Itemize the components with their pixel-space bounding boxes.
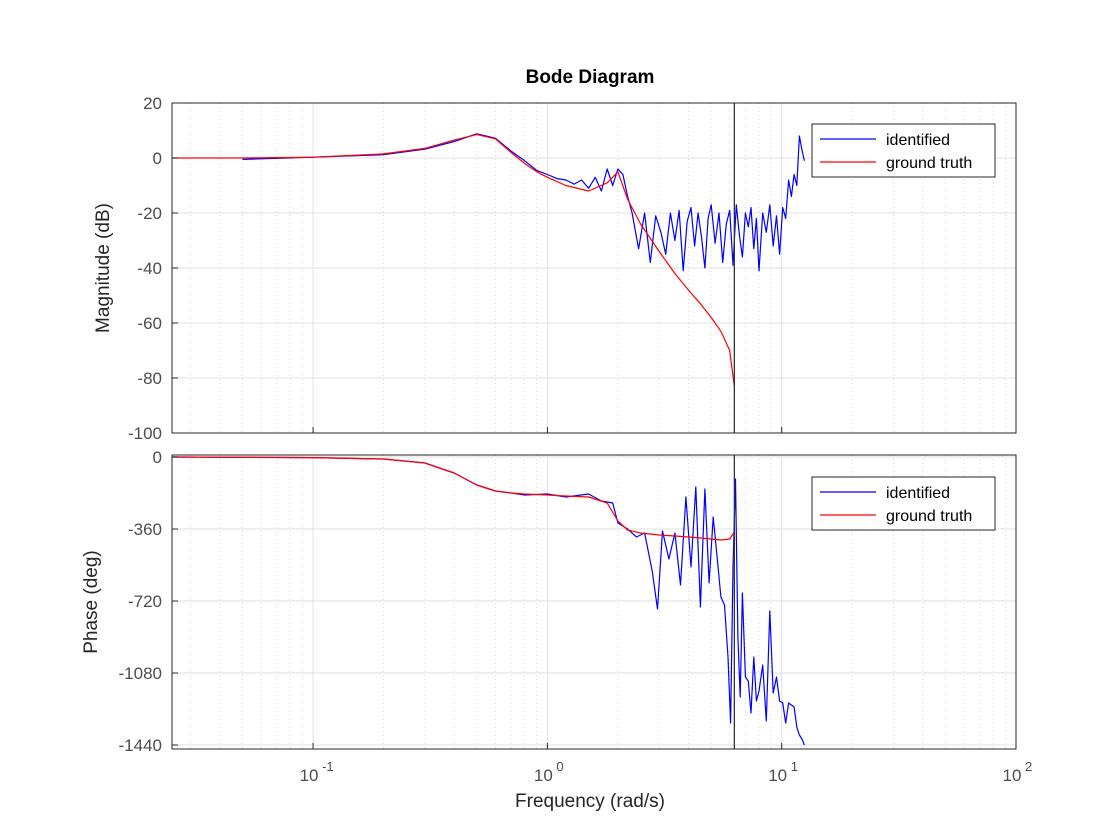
phase-legend-ground-truth-label: ground truth <box>886 508 972 525</box>
phase-y-tick-label: -720 <box>128 592 162 611</box>
x-tick-base: 10 <box>534 766 553 785</box>
x-tick-base: 10 <box>1003 766 1022 785</box>
phase-ground-truth-line <box>172 456 735 541</box>
phase-y-tick-label: -360 <box>128 520 162 539</box>
magnitude-legend-box <box>811 123 996 178</box>
mag-y-tick-label: 0 <box>153 149 162 168</box>
magnitude-legend[interactable]: identified ground truth <box>811 123 996 178</box>
x-axis-label: Frequency (rad/s) <box>515 791 665 812</box>
x-tick-exponent: 2 <box>1025 759 1032 774</box>
chart-title: Bode Diagram <box>526 67 655 88</box>
x-tick-exponent: 0 <box>556 759 563 774</box>
phase-y-tick-label: -1440 <box>119 736 162 755</box>
phase-legend[interactable]: identified ground truth <box>811 476 996 531</box>
magnitude-series <box>172 133 805 387</box>
phase-panel: 0 -360 -720 -1080 -1440 Phase (deg) identifi… <box>81 448 1017 755</box>
phase-y-ticks: 0 -360 -720 -1080 -1440 <box>119 448 178 755</box>
magnitude-legend-identified-label: identified <box>886 132 950 149</box>
mag-y-tick-label: -80 <box>137 369 162 388</box>
x-tick-label: 10 2 <box>1003 759 1033 785</box>
magnitude-panel: 20 0 -20 -40 -60 -80 -100 Magnitude (dB) ident… <box>93 94 1017 443</box>
mag-y-tick-label: -40 <box>137 259 162 278</box>
phase-y-tick-label: 0 <box>153 448 162 467</box>
x-tick-label: 10 -1 <box>300 759 334 785</box>
phase-axes-frame <box>171 454 1017 750</box>
x-axis-tick-labels: 10 -1 10 0 10 1 10 2 <box>300 427 1033 785</box>
magnitude-y-ticks: 20 0 -20 -40 -60 -80 -100 <box>128 94 178 443</box>
magnitude-y-axis-label: Magnitude (dB) <box>93 203 114 333</box>
mag-y-tick-label: -60 <box>137 314 162 333</box>
mag-y-tick-label: 20 <box>143 94 162 113</box>
mag-y-tick-label: -20 <box>137 204 162 223</box>
phase-series <box>172 456 805 746</box>
phase-y-tick-label: -1080 <box>119 664 162 683</box>
mag-y-tick-label: -100 <box>128 424 162 443</box>
phase-y-axis-label: Phase (deg) <box>81 550 102 654</box>
x-tick-exponent: -1 <box>322 759 334 774</box>
x-tick-label: 10 1 <box>768 759 798 785</box>
x-tick-base: 10 <box>300 766 319 785</box>
mag-ground-truth-line <box>172 134 735 387</box>
phase-legend-identified-label: identified <box>886 485 950 502</box>
phase-legend-box <box>811 476 996 531</box>
x-tick-base: 10 <box>768 766 787 785</box>
x-tick-exponent: 1 <box>791 759 798 774</box>
mag-identified-line <box>242 133 805 272</box>
x-tick-label: 10 0 <box>534 759 564 785</box>
magnitude-legend-ground-truth-label: ground truth <box>886 155 972 172</box>
